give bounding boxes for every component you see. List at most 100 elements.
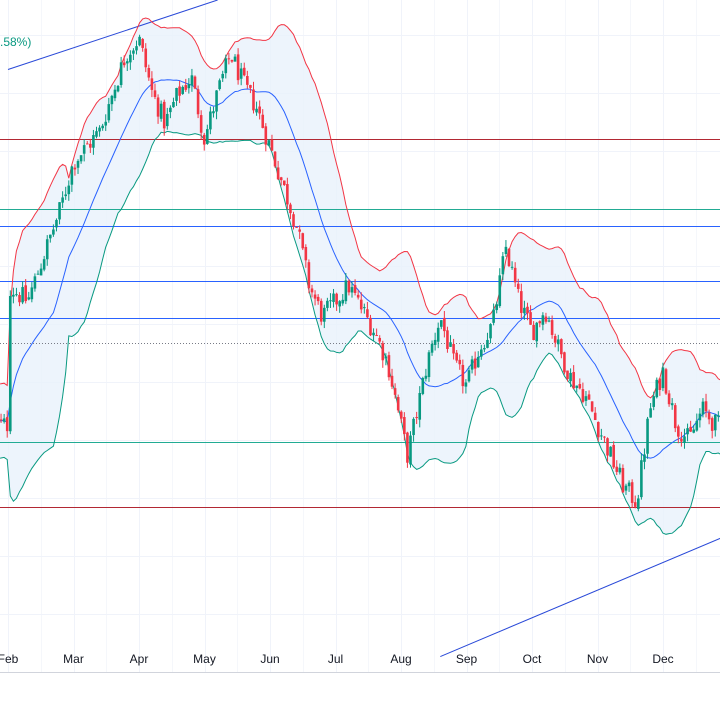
candle bbox=[369, 314, 372, 337]
candle bbox=[569, 368, 572, 388]
candle bbox=[242, 62, 246, 77]
candle-body bbox=[92, 135, 95, 148]
candle bbox=[341, 294, 345, 306]
candle bbox=[378, 335, 382, 345]
candle-body bbox=[70, 166, 74, 185]
candle-body bbox=[326, 300, 329, 308]
candle-body bbox=[49, 234, 52, 239]
candle bbox=[467, 366, 471, 383]
candle-body bbox=[646, 418, 649, 454]
candle-body bbox=[221, 73, 225, 79]
candle-body bbox=[341, 299, 345, 304]
candlestick-series bbox=[0, 34, 720, 512]
candle bbox=[452, 338, 455, 360]
candle-body bbox=[649, 408, 652, 418]
candle-body bbox=[119, 62, 123, 85]
candle bbox=[169, 105, 172, 119]
candle-body bbox=[52, 229, 55, 235]
candle bbox=[150, 71, 154, 98]
candle bbox=[593, 407, 597, 421]
candle-body bbox=[202, 134, 206, 145]
candle-body bbox=[609, 446, 612, 457]
candle bbox=[363, 303, 366, 314]
candle-body bbox=[495, 304, 498, 311]
candle bbox=[82, 138, 86, 162]
candle-body bbox=[129, 54, 132, 63]
candle bbox=[572, 365, 575, 390]
candle bbox=[421, 376, 425, 396]
candle-body bbox=[335, 293, 338, 305]
candle bbox=[279, 176, 283, 186]
candle bbox=[70, 165, 74, 192]
candle-body bbox=[532, 324, 535, 341]
candle-body bbox=[252, 89, 255, 111]
candle bbox=[393, 383, 397, 399]
candle bbox=[236, 48, 240, 85]
candle-body bbox=[298, 229, 301, 232]
candle-body bbox=[461, 364, 465, 387]
candle bbox=[424, 368, 428, 382]
candle-body bbox=[64, 194, 68, 197]
candle bbox=[581, 382, 585, 404]
candle bbox=[526, 302, 529, 321]
candle-body bbox=[643, 454, 646, 462]
candle-body bbox=[566, 370, 569, 380]
candle-body bbox=[470, 359, 474, 370]
candle bbox=[409, 431, 412, 468]
candle-body bbox=[446, 330, 449, 350]
candle bbox=[615, 460, 619, 476]
candle-body bbox=[710, 418, 714, 431]
candle bbox=[492, 303, 495, 326]
candle bbox=[159, 100, 163, 122]
candle-body bbox=[113, 89, 117, 99]
candle-body bbox=[21, 287, 24, 303]
candle-body bbox=[356, 294, 360, 298]
candle-body bbox=[27, 297, 31, 300]
candle bbox=[643, 448, 646, 470]
candle-body bbox=[344, 280, 348, 302]
candle bbox=[270, 134, 274, 152]
candle-body bbox=[375, 335, 378, 337]
candle bbox=[110, 94, 114, 112]
candle bbox=[178, 80, 181, 104]
candle-body bbox=[480, 349, 483, 357]
candle-body bbox=[350, 287, 354, 293]
candle-body bbox=[199, 115, 203, 133]
candle-body bbox=[0, 419, 3, 421]
candle bbox=[267, 139, 271, 147]
candle-body bbox=[640, 460, 643, 498]
candle bbox=[544, 312, 548, 324]
candle bbox=[584, 390, 588, 406]
candle bbox=[52, 224, 55, 237]
candle-body bbox=[560, 339, 563, 355]
candle bbox=[15, 287, 18, 297]
candle bbox=[455, 349, 458, 363]
candle bbox=[406, 431, 409, 468]
candle-body bbox=[61, 197, 64, 203]
candle-body bbox=[190, 75, 194, 86]
trend-channel-line bbox=[440, 537, 720, 658]
candle bbox=[307, 259, 311, 294]
candle-body bbox=[369, 317, 372, 336]
candle-body bbox=[473, 358, 477, 369]
candle bbox=[292, 211, 295, 230]
candle bbox=[390, 368, 394, 390]
trend-channel-line bbox=[7, 0, 218, 70]
candle-body bbox=[427, 352, 431, 378]
candle bbox=[119, 56, 123, 88]
candle bbox=[655, 377, 659, 399]
candle-body bbox=[667, 393, 671, 405]
candle bbox=[550, 315, 554, 339]
candle bbox=[375, 328, 378, 337]
candle-body bbox=[8, 296, 12, 432]
candle bbox=[446, 326, 449, 353]
candle-body bbox=[483, 348, 486, 350]
candle-body bbox=[424, 375, 428, 379]
candle bbox=[329, 293, 332, 308]
candle-body bbox=[430, 343, 434, 353]
candle-body bbox=[547, 320, 551, 322]
candle-body bbox=[156, 97, 160, 117]
candle-body bbox=[612, 444, 615, 468]
candle bbox=[8, 290, 12, 435]
